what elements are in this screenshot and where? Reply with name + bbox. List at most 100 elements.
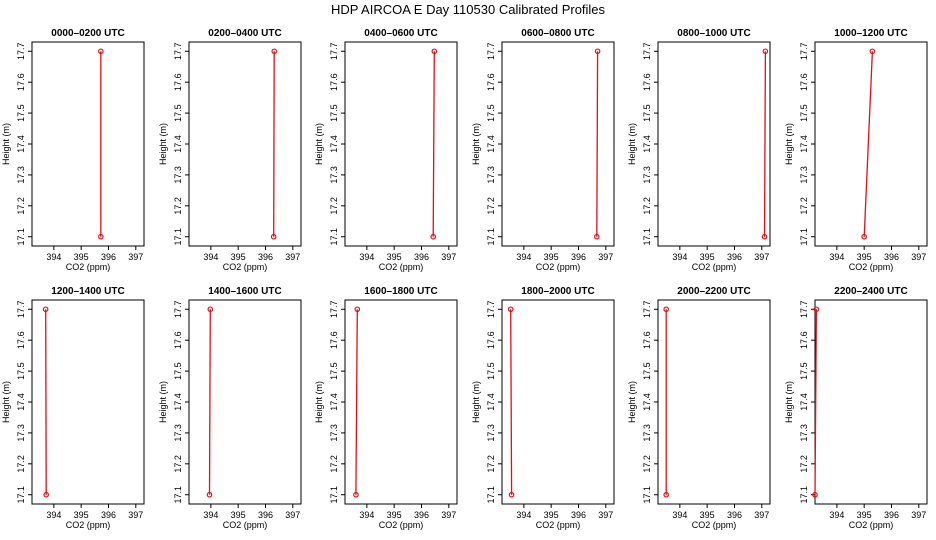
y-axis-title: Height (m) bbox=[784, 381, 794, 423]
plot-frame bbox=[657, 299, 771, 505]
y-tick-label: 17.2 bbox=[486, 455, 496, 473]
profile-point bbox=[98, 233, 104, 240]
y-tick-label: 17.1 bbox=[642, 228, 652, 246]
profile-line bbox=[863, 51, 874, 237]
profile-point bbox=[861, 233, 867, 240]
plot-frame bbox=[814, 299, 928, 505]
x-tick-label: 397 bbox=[754, 252, 769, 262]
y-tick-label: 17.5 bbox=[799, 104, 809, 122]
profile-point bbox=[869, 48, 876, 55]
chart-panel: 0000–0200 UTC 394 395 396 397 17.1 17.2 17.3 17.… bbox=[1, 28, 145, 272]
x-tick-label: 397 bbox=[754, 510, 769, 520]
y-tick-label: 17.1 bbox=[799, 228, 809, 246]
chart-panel: 1000–1200 UTC 394 395 396 397 17.1 17.2 17.3 17.… bbox=[784, 28, 928, 272]
x-axis-title: CO2 (ppm) bbox=[536, 520, 581, 530]
y-tick-label: 17.1 bbox=[642, 486, 652, 504]
x-tick-label: 394 bbox=[46, 252, 61, 262]
plot-frame bbox=[188, 299, 302, 505]
profile-line bbox=[763, 51, 767, 237]
x-axis-title: CO2 (ppm) bbox=[849, 520, 894, 530]
x-tick-label: 395 bbox=[700, 510, 715, 520]
y-tick-label: 17.3 bbox=[16, 166, 26, 184]
profile-line bbox=[355, 309, 358, 495]
y-tick-label: 17.3 bbox=[486, 166, 496, 184]
x-axis-title: CO2 (ppm) bbox=[536, 262, 581, 272]
y-tick-label: 17.5 bbox=[329, 104, 339, 122]
x-tick-label: 397 bbox=[285, 252, 300, 262]
plot-frame bbox=[657, 41, 771, 247]
y-tick-label: 17.3 bbox=[16, 424, 26, 442]
panel-grid: 0000–0200 UTC 394 395 396 397 17.1 17.2 17.3 17.… bbox=[1, 28, 928, 530]
y-tick-label: 17.7 bbox=[799, 301, 809, 319]
y-tick-label: 17.7 bbox=[642, 301, 652, 319]
y-tick-label: 17.2 bbox=[329, 455, 339, 473]
profile-point bbox=[663, 491, 669, 498]
profile-point bbox=[98, 48, 104, 55]
y-tick-label: 17.7 bbox=[173, 301, 183, 319]
y-tick-label: 17.2 bbox=[486, 197, 496, 215]
profile-point bbox=[594, 48, 601, 55]
chart-panel: 0800–1000 UTC 394 395 396 397 17.1 17.2 17.3 17.… bbox=[627, 28, 771, 272]
y-tick-label: 17.5 bbox=[642, 362, 652, 380]
y-tick-label: 17.1 bbox=[329, 486, 339, 504]
y-tick-label: 17.1 bbox=[173, 486, 183, 504]
y-tick-label: 17.4 bbox=[799, 393, 809, 411]
y-tick-label: 17.2 bbox=[173, 197, 183, 215]
x-tick-label: 397 bbox=[911, 252, 926, 262]
y-tick-label: 17.6 bbox=[16, 73, 26, 91]
y-tick-label: 17.5 bbox=[173, 362, 183, 380]
chart-panel: 0600–0800 UTC 394 395 396 397 17.1 17.2 17.3 17.… bbox=[471, 28, 615, 272]
y-axis-title: Height (m) bbox=[471, 123, 481, 165]
y-tick-label: 17.6 bbox=[642, 331, 652, 349]
panel-title: 0600–0800 UTC bbox=[521, 28, 594, 39]
y-tick-label: 17.6 bbox=[486, 331, 496, 349]
x-tick-label: 395 bbox=[231, 252, 246, 262]
x-tick-label: 396 bbox=[258, 252, 273, 262]
profile-point bbox=[207, 306, 214, 313]
plot-frame bbox=[188, 41, 302, 247]
y-tick-label: 17.5 bbox=[16, 104, 26, 122]
x-axis-title: CO2 (ppm) bbox=[692, 262, 737, 272]
plot-frame bbox=[344, 299, 458, 505]
y-tick-label: 17.6 bbox=[329, 331, 339, 349]
y-tick-label: 17.4 bbox=[16, 135, 26, 153]
profile-point bbox=[813, 306, 820, 313]
y-tick-label: 17.3 bbox=[486, 424, 496, 442]
x-tick-label: 394 bbox=[829, 510, 844, 520]
profile-line bbox=[510, 309, 513, 495]
profile-line bbox=[814, 309, 818, 495]
y-tick-label: 17.3 bbox=[799, 166, 809, 184]
profile-point bbox=[508, 491, 515, 498]
profile-line bbox=[45, 309, 47, 495]
panel-title: 0400–0600 UTC bbox=[364, 28, 437, 39]
x-tick-label: 396 bbox=[727, 252, 742, 262]
x-tick-label: 397 bbox=[128, 252, 143, 262]
y-tick-label: 17.5 bbox=[799, 362, 809, 380]
y-tick-label: 17.7 bbox=[329, 301, 339, 319]
panel-title: 1800–2000 UTC bbox=[521, 286, 594, 297]
y-tick-label: 17.3 bbox=[642, 424, 652, 442]
y-axis-title: Height (m) bbox=[471, 381, 481, 423]
plot-frame bbox=[501, 299, 615, 505]
x-tick-label: 394 bbox=[672, 510, 687, 520]
y-tick-label: 17.7 bbox=[16, 301, 26, 319]
y-tick-label: 17.4 bbox=[173, 135, 183, 153]
y-tick-label: 17.4 bbox=[329, 135, 339, 153]
profile-point bbox=[271, 48, 278, 55]
plot-frame bbox=[31, 299, 145, 505]
x-tick-label: 394 bbox=[203, 252, 218, 262]
x-tick-label: 395 bbox=[544, 510, 559, 520]
y-tick-label: 17.5 bbox=[486, 104, 496, 122]
profile-point bbox=[663, 306, 669, 313]
profile-line bbox=[432, 51, 435, 237]
profile-point bbox=[507, 306, 514, 313]
y-tick-label: 17.3 bbox=[642, 166, 652, 184]
x-tick-label: 394 bbox=[516, 252, 531, 262]
chart-panel: 0400–0600 UTC 394 395 396 397 17.1 17.2 17.3 17.… bbox=[314, 28, 458, 272]
panel-title: 1600–1800 UTC bbox=[364, 286, 437, 297]
x-axis-title: CO2 (ppm) bbox=[66, 262, 111, 272]
y-tick-label: 17.5 bbox=[16, 362, 26, 380]
x-tick-label: 396 bbox=[258, 510, 273, 520]
x-tick-label: 395 bbox=[544, 252, 559, 262]
